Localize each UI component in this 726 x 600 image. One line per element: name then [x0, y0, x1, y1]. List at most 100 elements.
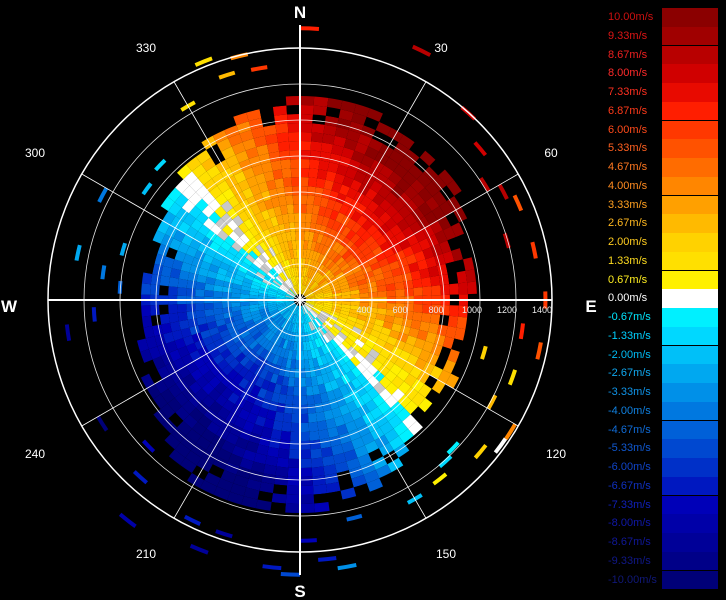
- velocity-cell: [215, 394, 228, 407]
- velocity-cell: [263, 124, 277, 136]
- velocity-cell: [227, 491, 244, 505]
- velocity-cell: [306, 195, 315, 205]
- velocity-cell: [198, 363, 211, 376]
- velocity-cell: [230, 483, 247, 497]
- velocity-cell: [417, 329, 429, 341]
- velocity-cell: [412, 311, 423, 322]
- velocity-cell: [220, 212, 233, 225]
- velocity-cell: [290, 158, 300, 169]
- velocity-cell: [224, 316, 235, 325]
- velocity-cell: [267, 353, 276, 363]
- velocity-cell: [314, 303, 324, 308]
- legend-swatch: [662, 64, 718, 83]
- velocity-cell: [404, 288, 414, 297]
- velocity-cell: [310, 310, 318, 318]
- velocity-cell: [405, 253, 417, 265]
- velocity-cell: [416, 412, 432, 428]
- velocity-cell: [429, 365, 443, 380]
- velocity-cell: [304, 368, 311, 378]
- velocity-cell: [326, 371, 336, 382]
- velocity-cell: [217, 229, 229, 241]
- velocity-cell: [341, 441, 355, 453]
- velocity-cell: [211, 257, 222, 268]
- velocity-cell: [305, 249, 311, 259]
- velocity-cell: [196, 149, 211, 165]
- velocity-cell: [331, 265, 341, 275]
- velocity-cell: [242, 277, 253, 285]
- velocity-cell: [303, 304, 309, 313]
- velocity-cell: [294, 222, 300, 232]
- velocity-cell: [431, 379, 446, 394]
- velocity-cell: [288, 322, 294, 332]
- velocity-cell: [224, 235, 236, 247]
- velocity-cell: [273, 266, 281, 275]
- velocity-cell: [280, 159, 291, 170]
- velocity-cell: [270, 502, 286, 513]
- velocity-cell: [382, 321, 394, 330]
- velocity-cell: [263, 170, 275, 182]
- velocity-cell: [272, 313, 282, 321]
- velocity-cell: [326, 390, 336, 401]
- velocity-cell: [347, 333, 358, 343]
- velocity-cell: [175, 378, 189, 393]
- velocity-cell: [314, 366, 322, 377]
- velocity-cell: [210, 364, 222, 377]
- velocity-cell: [300, 377, 307, 388]
- velocity-cell: [278, 306, 287, 312]
- velocity-cell: [291, 240, 297, 250]
- velocity-cell: [336, 424, 349, 436]
- velocity-cell: [285, 295, 295, 299]
- velocity-cell: [205, 276, 216, 285]
- velocity-cell: [282, 251, 289, 261]
- velocity-cell: [310, 141, 323, 152]
- velocity-cell: [250, 65, 268, 72]
- velocity-cell: [439, 346, 452, 360]
- velocity-cell: [279, 252, 286, 262]
- velocity-cell: [285, 250, 292, 260]
- velocity-cell: [367, 256, 379, 266]
- velocity-cell: [309, 281, 317, 290]
- velocity-cell: [293, 276, 297, 286]
- velocity-cell: [322, 322, 332, 331]
- velocity-cell: [276, 337, 283, 347]
- velocity-cell: [264, 390, 274, 401]
- velocity-cell: [382, 178, 397, 192]
- velocity-cell: [375, 338, 387, 348]
- velocity-cell: [248, 226, 259, 237]
- velocity-cell: [180, 435, 196, 451]
- velocity-cell: [252, 315, 263, 323]
- velocity-cell: [351, 112, 367, 126]
- velocity-cell: [227, 369, 239, 381]
- velocity-cell: [232, 215, 244, 227]
- velocity-cell: [379, 165, 394, 179]
- velocity-cell: [354, 338, 365, 348]
- velocity-cell: [360, 230, 372, 242]
- velocity-cell: [146, 384, 161, 399]
- velocity-cell: [255, 346, 265, 356]
- velocity-cell: [389, 224, 402, 237]
- velocity-cell: [480, 345, 488, 360]
- velocity-cell: [314, 347, 321, 358]
- velocity-cell: [424, 375, 438, 389]
- velocity-cell: [284, 311, 292, 320]
- velocity-cell: [183, 373, 196, 387]
- velocity-cell: [265, 455, 278, 467]
- velocity-data-layer: [64, 26, 548, 577]
- velocity-cell: [186, 428, 202, 444]
- velocity-cell: [280, 319, 288, 328]
- velocity-cell: [236, 269, 247, 278]
- range-label-800: 800: [428, 305, 443, 315]
- velocity-cell: [217, 478, 234, 492]
- velocity-cell: [213, 235, 225, 247]
- velocity-cell: [141, 305, 151, 317]
- velocity-cell: [333, 452, 347, 465]
- velocity-cell: [248, 363, 259, 374]
- velocity-cell: [442, 336, 455, 350]
- velocity-cell: [220, 240, 232, 252]
- velocity-cell: [268, 151, 281, 163]
- velocity-cell: [258, 289, 268, 295]
- velocity-cell: [335, 346, 345, 356]
- velocity-cell: [334, 271, 345, 279]
- velocity-cell: [201, 382, 215, 395]
- velocity-cell: [279, 242, 286, 253]
